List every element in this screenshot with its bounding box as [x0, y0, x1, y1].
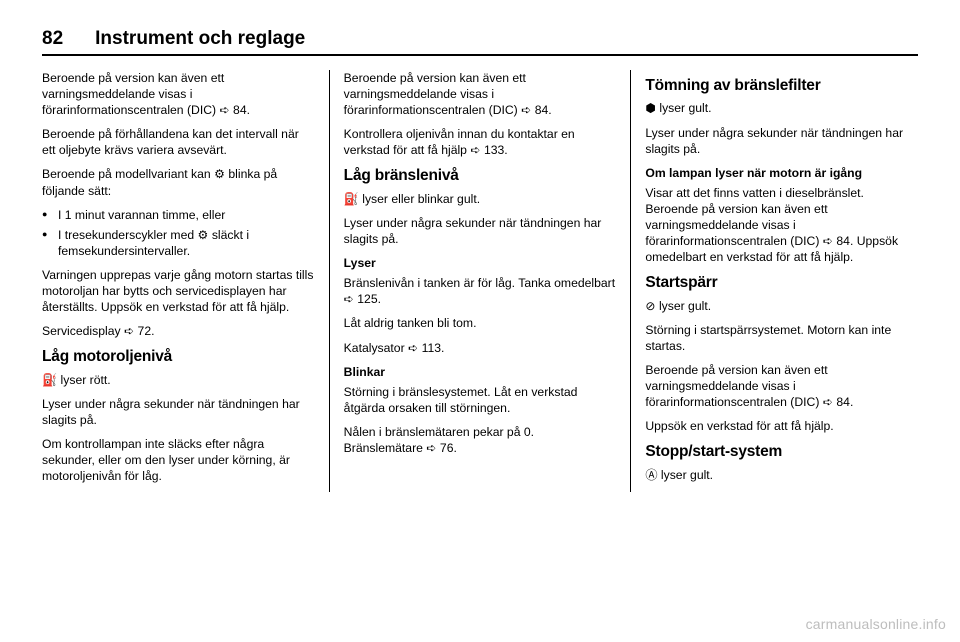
list-item: I 1 minut varannan timme, eller: [42, 207, 315, 223]
sub-heading: Blinkar: [344, 364, 617, 380]
column-2: Beroende på version kan även ett varning…: [330, 70, 632, 492]
header-title: Instrument och reglage: [95, 28, 305, 50]
body-text: Katalysator ➪ 113.: [344, 340, 617, 356]
body-text: Nålen i bränslemätaren pekar på 0. Bräns…: [344, 424, 617, 456]
body-text: Beroende på modellvariant kan ⚙ blinka p…: [42, 166, 315, 198]
page-number: 82: [42, 28, 63, 50]
body-text: Ⓐ lyser gult.: [645, 467, 918, 483]
body-text: Kontrollera oljenivån innan du kontaktar…: [344, 126, 617, 158]
body-text: Beroende på version kan även ett varning…: [344, 70, 617, 118]
page-header: 82 Instrument och reglage: [42, 28, 918, 56]
list-item: I tresekunderscykler med ⚙ släckt i fems…: [42, 227, 315, 259]
manual-page: 82 Instrument och reglage Beroende på ve…: [0, 0, 960, 492]
body-text: Lyser under några sekunder när tändninge…: [42, 396, 315, 428]
body-text: Uppsök en verkstad för att få hjälp.: [645, 418, 918, 434]
section-heading: Tömning av bränslefilter: [645, 76, 918, 96]
sub-heading: Om lampan lyser när motorn är igång: [645, 165, 918, 181]
body-text: Lyser under några sekunder när tändninge…: [645, 125, 918, 157]
content-columns: Beroende på version kan även ett varning…: [42, 70, 918, 492]
body-text: Visar att det finns vatten i dieselbräns…: [645, 185, 918, 265]
body-text: Lyser under några sekunder när tändninge…: [344, 215, 617, 247]
body-text: Störning i bränslesystemet. Låt en verks…: [344, 384, 617, 416]
body-text: Beroende på version kan även ett varning…: [42, 70, 315, 118]
body-text: Bränslenivån i tanken är för låg. Tanka …: [344, 275, 617, 307]
body-text: Låt aldrig tanken bli tom.: [344, 315, 617, 331]
column-1: Beroende på version kan även ett varning…: [42, 70, 330, 492]
body-text: ⊘ lyser gult.: [645, 298, 918, 314]
body-text: ⬢ lyser gult.: [645, 100, 918, 116]
section-heading: Stopp/start-system: [645, 442, 918, 462]
body-text: ⛽ lyser rött.: [42, 372, 315, 388]
bullet-list: I 1 minut varannan timme, eller I tresek…: [42, 207, 315, 259]
body-text: Beroende på version kan även ett varning…: [645, 362, 918, 410]
body-text: Störning i startspärrsystemet. Motorn ka…: [645, 322, 918, 354]
section-heading: Låg motoroljenivå: [42, 347, 315, 367]
body-text: ⛽ lyser eller blinkar gult.: [344, 191, 617, 207]
body-text: Beroende på förhållandena kan det interv…: [42, 126, 315, 158]
body-text: Varningen upprepas varje gång motorn sta…: [42, 267, 315, 315]
column-3: Tömning av bränslefilter ⬢ lyser gult. L…: [631, 70, 918, 492]
section-heading: Startspärr: [645, 273, 918, 293]
watermark: carmanualsonline.info: [806, 616, 946, 632]
body-text: Servicedisplay ➪ 72.: [42, 323, 315, 339]
sub-heading: Lyser: [344, 255, 617, 271]
section-heading: Låg bränslenivå: [344, 166, 617, 186]
body-text: Om kontrollampan inte släcks efter några…: [42, 436, 315, 484]
